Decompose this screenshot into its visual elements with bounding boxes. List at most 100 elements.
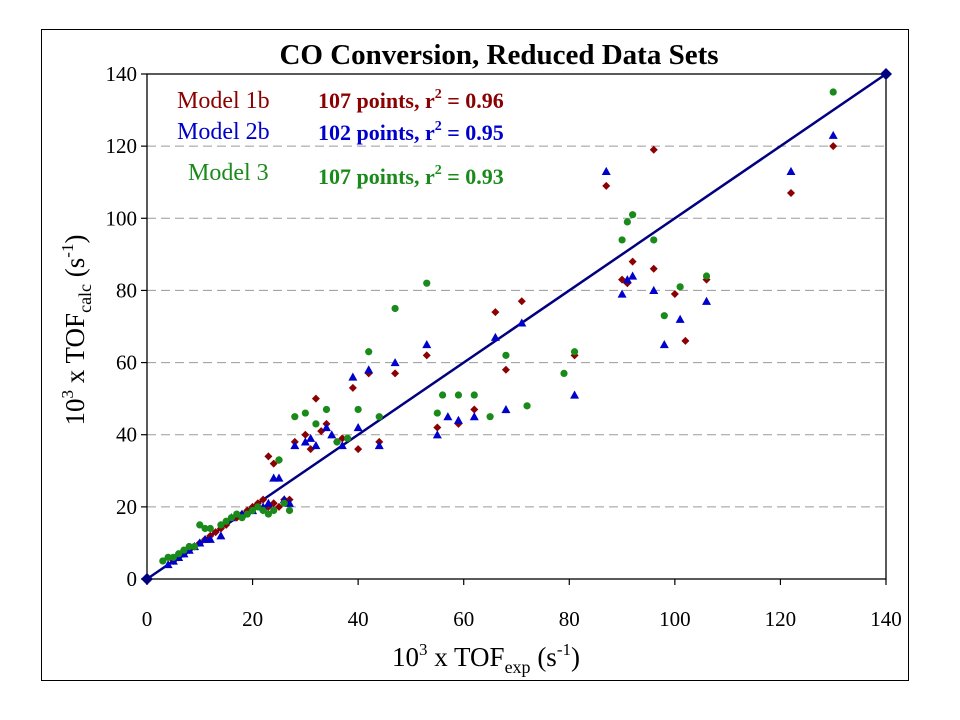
data-point-circle: [201, 524, 209, 533]
data-point-circle: [502, 351, 510, 359]
data-point-triangle: [490, 332, 500, 341]
data-point-circle: [322, 405, 331, 414]
x-tick-label: 140: [870, 607, 902, 631]
data-point-diamond: [602, 181, 611, 190]
data-point-diamond: [491, 308, 500, 317]
plot-area: [146, 73, 887, 580]
data-point-triangle: [321, 423, 331, 432]
x-tick-label: 60: [453, 607, 474, 631]
x-tick-label: 120: [765, 607, 797, 631]
data-point-circle: [285, 506, 294, 515]
data-point-triangle: [364, 365, 374, 374]
data-point-triangle: [501, 404, 511, 414]
data-point-triangle: [443, 412, 453, 421]
legend-stat-3: 107 points, r2 = 0.93: [318, 163, 504, 189]
data-point-diamond: [470, 405, 479, 414]
y-axis-title-prefix-sup: 3: [58, 390, 77, 399]
data-point-triangle: [163, 560, 173, 569]
data-point-diamond: [433, 423, 442, 432]
legend-stat-1b-text: 107 points, r: [318, 88, 435, 113]
data-point-diamond: [391, 369, 400, 378]
data-point-diamond: [422, 351, 431, 360]
legend-stat-2b-tail: = 0.95: [442, 120, 504, 145]
data-point-diamond: [269, 459, 278, 468]
data-point-circle: [560, 369, 568, 377]
data-point-triangle: [300, 437, 310, 446]
data-point-circle: [291, 413, 299, 421]
data-point-circle: [222, 517, 230, 525]
data-point-circle: [365, 348, 373, 356]
data-point-diamond: [517, 297, 526, 306]
data-point-triangle: [311, 441, 321, 450]
data-point-diamond: [274, 502, 283, 511]
x-tick-label: 20: [242, 607, 263, 631]
data-point-circle: [169, 553, 177, 561]
legend-stat-1b-sup: 2: [435, 87, 442, 102]
data-point-circle: [164, 553, 172, 561]
data-point-diamond: [338, 434, 347, 443]
x-axis-title-main: x TOF: [428, 642, 505, 672]
y-axis-title-unit-sup: -1: [58, 244, 77, 258]
y-tick-labels: 0 20 40 60 80 100 120 140: [106, 62, 138, 591]
x-tick-label: 0: [142, 607, 153, 631]
data-point-circle: [423, 279, 431, 287]
data-point-diamond: [311, 394, 320, 403]
series-model-3: [159, 88, 837, 565]
data-point-circle: [660, 312, 668, 320]
y-tick-label: 120: [106, 134, 138, 158]
data-point-circle: [185, 542, 193, 551]
data-point-diamond: [786, 189, 795, 198]
data-point-triangle: [195, 538, 205, 547]
data-point-circle: [523, 402, 531, 410]
x-axis-title-prefix-sup: 3: [419, 640, 428, 659]
data-point-triangle: [374, 441, 384, 450]
y-tick-label: 100: [106, 206, 138, 230]
data-point-circle: [343, 434, 352, 442]
y-axis-title-prefix: 10: [60, 398, 90, 425]
data-point-triangle: [348, 372, 358, 381]
data-point-circle: [175, 550, 183, 558]
data-point-circle: [233, 510, 241, 518]
x-tick-label: 100: [659, 607, 691, 631]
data-point-triangle: [327, 430, 337, 439]
data-point-circle: [439, 391, 447, 399]
data-point-triangle: [306, 433, 316, 442]
data-point-triangle: [622, 275, 632, 284]
legend-model-3: Model 3: [188, 160, 269, 186]
data-point-diamond: [211, 528, 220, 537]
data-point-circle: [248, 506, 257, 515]
data-point-triangle: [628, 271, 638, 280]
x-axis-title-sub: exp: [505, 657, 531, 677]
y-tick-label: 0: [127, 567, 138, 591]
data-points: [159, 88, 838, 569]
data-point-triangle: [422, 340, 432, 349]
x-axis-title-prefix: 10: [392, 642, 419, 672]
legend: Model 1b 107 points, r2 = 0.96 Model 2b …: [177, 87, 504, 189]
data-point-circle: [159, 557, 167, 565]
data-point-triangle: [390, 358, 400, 367]
data-point-triangle: [570, 390, 580, 399]
y-axis-title-main: x TOF: [60, 313, 90, 390]
series-model-2b: [163, 130, 838, 569]
data-point-circle: [238, 514, 246, 522]
data-point-circle: [829, 88, 837, 96]
data-point-triangle: [601, 166, 611, 175]
x-axis-title-unit-close: ): [571, 642, 580, 672]
data-point-triangle: [828, 130, 838, 139]
data-point-triangle: [432, 430, 442, 439]
legend-stat-2b-text: 102 points, r: [318, 120, 435, 145]
data-point-triangle: [469, 412, 479, 421]
data-point-circle: [254, 503, 262, 511]
data-point-triangle: [675, 314, 685, 323]
x-tick-label: 40: [348, 607, 369, 631]
data-point-triangle: [453, 415, 463, 424]
data-point-circle: [454, 391, 463, 399]
data-point-circle: [275, 456, 283, 464]
data-point-triangle: [617, 289, 627, 298]
data-point-circle: [206, 524, 214, 533]
data-point-diamond: [649, 264, 658, 273]
y-axis-title: 103 x TOFcalc (s-1): [58, 235, 95, 426]
data-point-circle: [333, 438, 341, 446]
parity-line-group: [141, 68, 892, 585]
